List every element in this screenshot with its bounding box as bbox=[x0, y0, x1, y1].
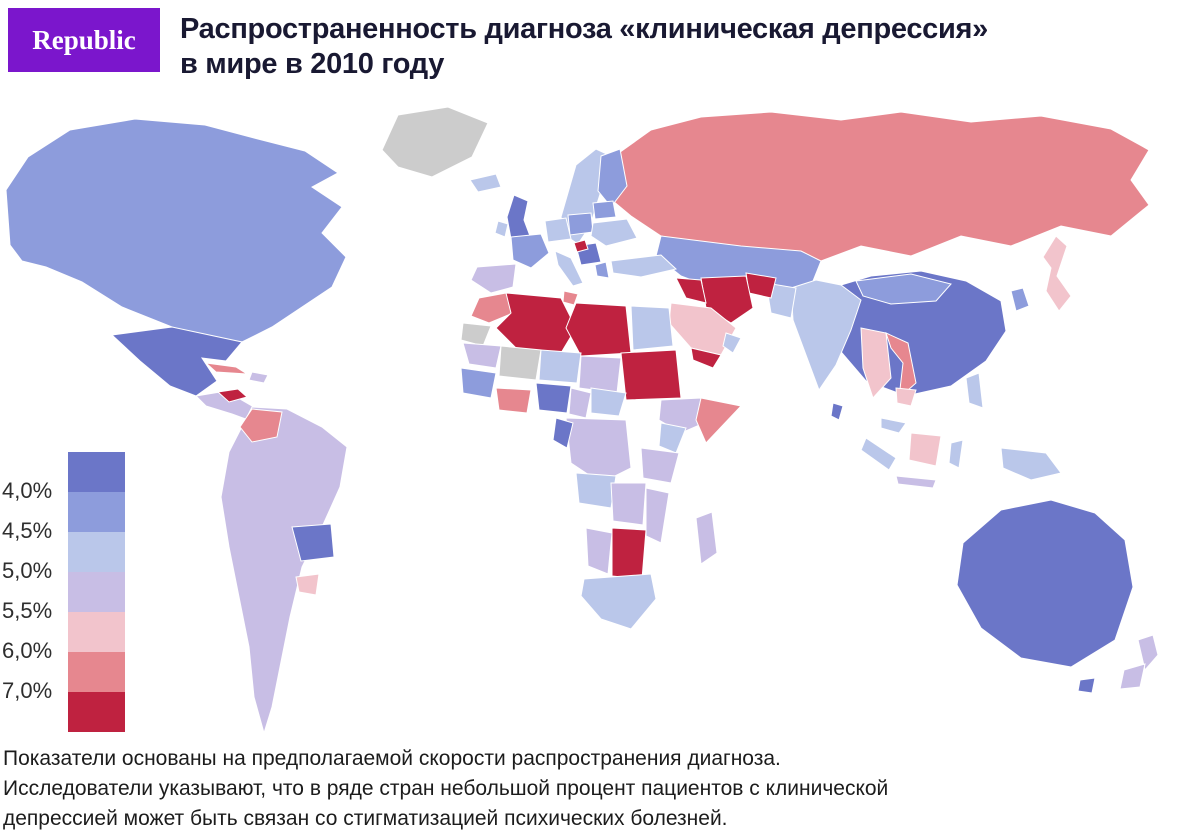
region-turkey bbox=[610, 254, 678, 278]
region-croatia bbox=[573, 239, 589, 253]
region-north-america bbox=[5, 118, 347, 343]
region-iraq bbox=[675, 277, 707, 304]
legend-label-1: 4,5% bbox=[2, 518, 53, 543]
legend-swatch-0 bbox=[68, 452, 125, 492]
region-belarus bbox=[592, 200, 617, 220]
region-zimbabwe-botswana bbox=[611, 527, 647, 580]
region-france bbox=[510, 233, 550, 269]
region-hispaniola bbox=[248, 371, 269, 384]
region-korea bbox=[1010, 287, 1030, 312]
title-line-1: Распространенность диагноза «клиническая… bbox=[180, 13, 988, 45]
world-map bbox=[5, 106, 1159, 735]
region-finland bbox=[597, 148, 628, 208]
region-colombia bbox=[239, 408, 283, 443]
region-mali bbox=[498, 345, 542, 381]
page-title: Распространенность диагноза «клиническая… bbox=[180, 12, 988, 83]
region-myanmar-thailand bbox=[860, 327, 892, 399]
region-cambodia bbox=[895, 387, 917, 407]
legend-swatch-2 bbox=[68, 532, 125, 572]
region-borneo bbox=[908, 432, 942, 467]
region-new-guinea bbox=[1000, 447, 1062, 481]
legend-label-3: 5,5% bbox=[2, 598, 53, 623]
region-western-sahara bbox=[460, 322, 492, 347]
logo-text: Republic bbox=[32, 24, 136, 55]
region-iceland bbox=[469, 173, 502, 193]
region-madagascar bbox=[695, 511, 718, 565]
region-car bbox=[590, 387, 627, 417]
region-tasmania bbox=[1077, 677, 1096, 694]
footer-line: депрессией может быть связан со стигмати… bbox=[3, 806, 728, 830]
region-nigeria bbox=[535, 382, 572, 414]
region-south-america bbox=[220, 406, 348, 735]
legend-label-0: 4,0% bbox=[2, 478, 53, 503]
region-congo bbox=[552, 417, 574, 449]
title-line-2: в мире в 2010 году bbox=[180, 48, 445, 81]
region-west-africa bbox=[460, 367, 497, 399]
region-somalia bbox=[695, 397, 742, 444]
region-mongolia bbox=[855, 273, 952, 305]
region-yemen bbox=[690, 347, 722, 369]
legend-swatch-4 bbox=[68, 612, 125, 652]
region-india bbox=[790, 279, 862, 392]
region-cameroon bbox=[568, 387, 592, 419]
region-kenya bbox=[658, 422, 687, 454]
region-honduras bbox=[216, 388, 249, 403]
region-greenland bbox=[381, 106, 489, 178]
region-tanzania bbox=[640, 447, 680, 484]
legend-label-4: 6,0% bbox=[2, 638, 53, 663]
region-mauritania bbox=[462, 342, 502, 369]
region-greece bbox=[594, 261, 610, 279]
legend-swatches bbox=[68, 452, 125, 732]
region-java bbox=[895, 475, 937, 489]
region-italy bbox=[554, 250, 584, 287]
region-egypt bbox=[630, 305, 674, 351]
region-sri-lanka bbox=[830, 402, 844, 421]
region-chad bbox=[578, 355, 622, 394]
region-ukraine bbox=[590, 218, 638, 247]
legend-swatch-1 bbox=[68, 492, 125, 532]
footer-note: Показатели основаны на предполагаемой ск… bbox=[3, 744, 888, 833]
legend-swatch-6 bbox=[68, 692, 125, 732]
logo-box: Republic bbox=[8, 8, 160, 72]
legend-label-5: 7,0% bbox=[2, 678, 53, 703]
region-oman bbox=[722, 332, 742, 354]
region-iberia bbox=[470, 263, 517, 294]
region-libya bbox=[565, 302, 632, 357]
region-germany bbox=[544, 217, 572, 243]
region-bolivia bbox=[291, 523, 335, 562]
region-namibia bbox=[585, 527, 613, 575]
region-mozambique bbox=[645, 487, 670, 544]
region-malaysia bbox=[880, 417, 907, 434]
region-zambia bbox=[610, 482, 647, 526]
region-ivory-ghana bbox=[495, 387, 532, 414]
legend-swatch-3 bbox=[68, 572, 125, 612]
region-sumatra bbox=[860, 437, 897, 471]
region-sulawesi bbox=[948, 439, 964, 469]
region-uk bbox=[506, 194, 531, 240]
region-poland bbox=[567, 212, 594, 236]
region-new-zealand-south bbox=[1119, 663, 1146, 690]
region-niger bbox=[538, 349, 582, 384]
region-japan bbox=[1042, 235, 1072, 312]
region-paraguay bbox=[295, 573, 320, 596]
region-ireland bbox=[494, 220, 509, 238]
region-angola bbox=[575, 472, 617, 509]
region-australia bbox=[956, 499, 1134, 668]
region-morocco bbox=[470, 292, 514, 324]
footer-line: Исследователи указывают, что в ряде стра… bbox=[3, 776, 889, 800]
region-cuba bbox=[204, 362, 248, 375]
legend-label-2: 5,0% bbox=[2, 558, 53, 583]
region-pakistan bbox=[765, 282, 797, 319]
region-tunisia bbox=[562, 290, 579, 306]
footer-line: Показатели основаны на предполагаемой ск… bbox=[3, 747, 781, 770]
region-south-africa bbox=[580, 573, 657, 630]
region-mexico bbox=[110, 326, 243, 397]
region-sudan bbox=[620, 349, 682, 401]
legend-labels: 4,0% 4,5% 5,0% 5,5% 6,0% 7,0% bbox=[2, 452, 64, 752]
region-philippines bbox=[965, 372, 984, 409]
region-new-zealand-north bbox=[1137, 634, 1159, 672]
legend-swatch-5 bbox=[68, 652, 125, 692]
